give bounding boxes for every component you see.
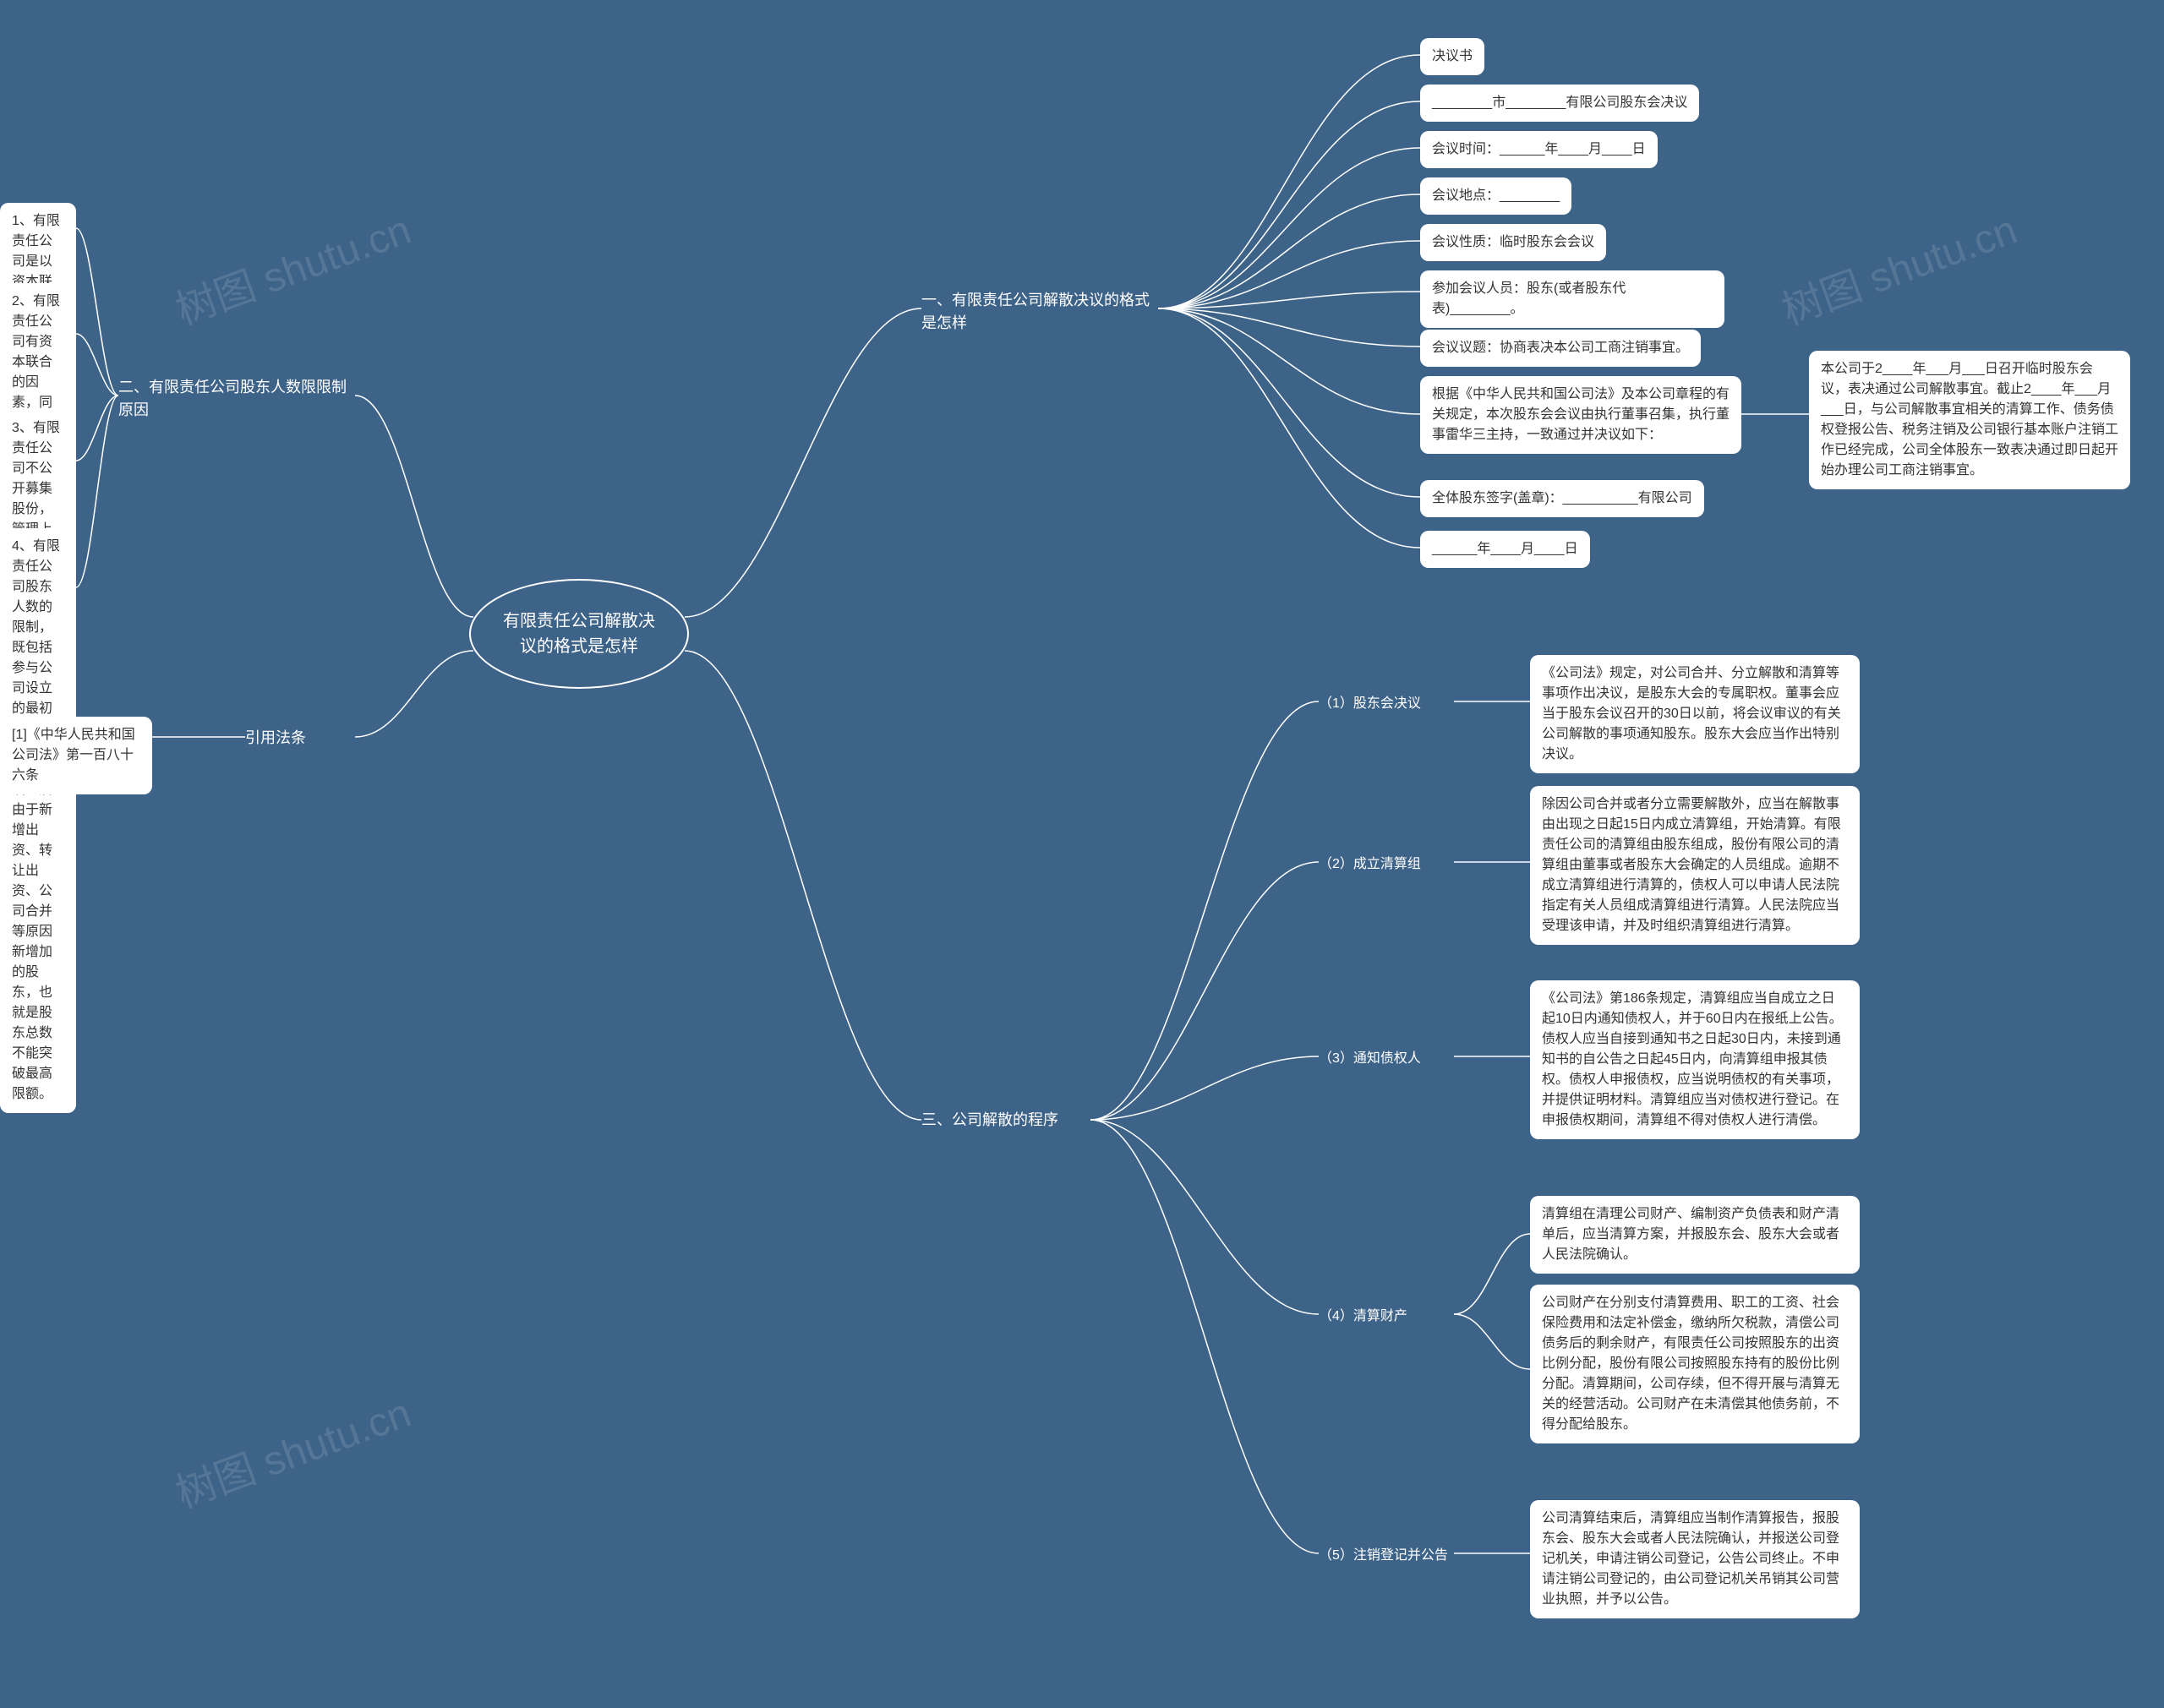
branch-3: 三、公司解散的程序 <box>921 1109 1058 1132</box>
branch-1-leaf-4: 会议性质：临时股东会会议 <box>1420 224 1606 261</box>
branch-1-leaf-6: 会议议题：协商表决本公司工商注销事宜。 <box>1420 330 1701 367</box>
watermark: 树图 shutu.cn <box>167 1379 418 1519</box>
branch-3-sub-1-text: 除因公司合并或者分立需要解散外，应当在解散事由出现之日起15日内成立清算组，开始… <box>1530 786 1860 945</box>
branch-1-leaf-5: 参加会议人员：股东(或者股东代表)________。 <box>1420 270 1724 328</box>
branch-3-sub-0: （1）股东会决议 <box>1319 691 1421 712</box>
branch-1-leaf-3: 会议地点：________ <box>1420 177 1571 215</box>
branch-3-label: 三、公司解散的程序 <box>921 1111 1058 1128</box>
branch-1-leaf-1: ________市________有限公司股东会决议 <box>1420 85 1699 122</box>
branch-3-sub-3: （4）清算财产 <box>1319 1304 1407 1324</box>
root-node: 有限责任公司解散决议的格式是怎样 <box>469 579 689 689</box>
branch-1-leaf-8: 本公司于2____年___月___日召开临时股东会议，表决通过公司解散事宜。截止… <box>1809 351 2130 489</box>
branch-1-leaf-2: 会议时间：______年____月____日 <box>1420 131 1658 168</box>
branch-1-label: 一、有限责任公司解散决议的格式是怎样 <box>921 292 1150 331</box>
branch-1-leaf-0: 决议书 <box>1420 38 1484 75</box>
root-label: 有限责任公司解散决议的格式是怎样 <box>496 608 662 659</box>
branch-4-leaf-0: [1]《中华人民共和国公司法》第一百八十六条 <box>0 717 152 794</box>
branch-2-label: 二、有限责任公司股东人数限限制原因 <box>118 379 347 418</box>
branch-3-sub-1: （2）成立清算组 <box>1319 852 1421 872</box>
watermark: 树图 shutu.cn <box>1773 196 2024 336</box>
branch-3-sub-0-text: 《公司法》规定，对公司合并、分立解散和清算等事项作出决议，是股东大会的专属职权。… <box>1530 655 1860 773</box>
branch-3-sub-4-text: 公司清算结束后，清算组应当制作清算报告，报股东会、股东大会或者人民法院确认，并报… <box>1530 1500 1860 1618</box>
branch-4: 引用法条 <box>245 727 355 750</box>
branch-3-sub-3-text2: 公司财产在分别支付清算费用、职工的工资、社会保险费用和法定补偿金，缴纳所欠税款，… <box>1530 1285 1860 1443</box>
branch-3-sub-3-text1: 清算组在清理公司财产、编制资产负债表和财产清单后，应当清算方案，并报股东会、股东… <box>1530 1196 1860 1274</box>
branch-1: 一、有限责任公司解散决议的格式是怎样 <box>921 289 1158 335</box>
branch-3-sub-2: （3）通知债权人 <box>1319 1046 1421 1067</box>
branch-2: 二、有限责任公司股东人数限限制原因 <box>118 376 355 422</box>
branch-1-leaf-7: 根据《中华人民共和国公司法》及本公司章程的有关规定，本次股东会会议由执行董事召集… <box>1420 376 1741 454</box>
branch-1-leaf-10: ______年____月____日 <box>1420 531 1590 568</box>
branch-4-label: 引用法条 <box>245 729 306 746</box>
branch-2-leaf-3: 4、有限责任公司股东人数的限制，既包括参与公司设立的最初股东，也包括在公司设立后… <box>0 528 76 1113</box>
branch-3-sub-4: （5）注销登记并公告 <box>1319 1543 1448 1563</box>
branch-3-sub-2-text: 《公司法》第186条规定，清算组应当自成立之日起10日内通知债权人，并于60日内… <box>1530 980 1860 1139</box>
branch-1-leaf-9: 全体股东签字(盖章)：__________有限公司 <box>1420 480 1704 517</box>
watermark: 树图 shutu.cn <box>167 196 418 336</box>
